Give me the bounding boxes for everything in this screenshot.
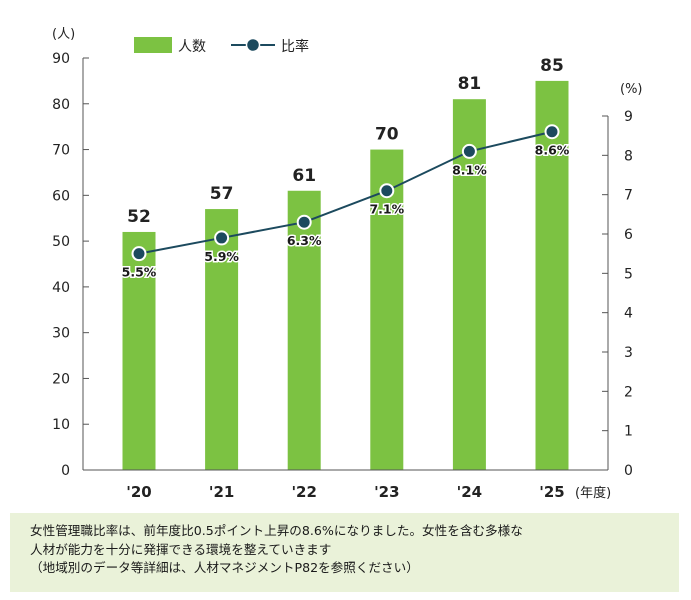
legend: 人数 比率	[134, 37, 309, 55]
left-tick-label: 40	[52, 280, 70, 296]
x-tick-label: '21	[209, 483, 234, 501]
ratio-point	[214, 230, 230, 246]
bar-value-label: 70	[375, 125, 399, 145]
left-y-axis: 0 10 20 30 40 50 60 70 80 90 (人)	[52, 27, 89, 479]
bar-value-label: 81	[458, 74, 482, 94]
left-tick-label: 10	[52, 417, 70, 433]
right-tick-label: 9	[624, 109, 633, 125]
right-tick-label: 7	[624, 188, 633, 204]
right-tick-label: 0	[624, 463, 633, 479]
legend-line-label: 比率	[281, 38, 309, 55]
left-tick-label: 60	[52, 188, 70, 204]
left-tick-label: 70	[52, 143, 70, 159]
left-tick-label: 50	[52, 234, 70, 250]
bar-value-label: 85	[540, 56, 564, 76]
left-axis-unit: (人)	[52, 27, 75, 42]
note-line-1: 女性管理職比率は、前年度比0.5ポイント上昇の8.6%になりました。女性を含む多…	[30, 523, 523, 538]
ratio-value-label: 5.9%	[204, 249, 239, 264]
bar-series: 52 57 61 70 81 85	[122, 56, 569, 471]
legend-bar-label: 人数	[178, 39, 206, 55]
right-tick-label: 2	[624, 384, 633, 400]
ratio-value-label: 6.3%	[287, 233, 322, 248]
bar-value-label: 57	[210, 184, 234, 204]
right-y-axis: 0 1 2 3 4 5 6 7 8 9 (%)	[602, 82, 643, 479]
ratio-point	[379, 183, 395, 199]
right-tick-label: 5	[624, 266, 633, 282]
left-tick-label: 20	[52, 371, 70, 387]
summary-note: 女性管理職比率は、前年度比0.5ポイント上昇の8.6%になりました。女性を含む多…	[10, 513, 679, 592]
bar	[205, 209, 239, 471]
ratio-point	[461, 143, 477, 159]
ratio-point	[544, 124, 560, 140]
left-tick-label: 80	[52, 97, 70, 113]
right-tick-label: 1	[624, 424, 633, 440]
x-tick-label: '24	[457, 483, 482, 501]
left-tick-label: 0	[61, 463, 70, 479]
left-tick-label: 90	[52, 51, 70, 67]
left-tick-label: 30	[52, 326, 70, 342]
x-tick-label: '22	[291, 483, 316, 501]
ratio-point	[131, 246, 147, 262]
note-line-3: （地域別のデータ等詳細は、人材マネジメントP82を参照ください）	[30, 560, 419, 576]
bar	[535, 80, 569, 470]
bar	[370, 149, 404, 471]
right-tick-label: 6	[624, 227, 633, 243]
bar	[452, 99, 486, 470]
x-axis: '20 '21 '22 '23 '24 '25 (年度)	[83, 469, 611, 501]
ratio-value-label: 8.6%	[535, 143, 570, 158]
legend-bar-swatch	[134, 37, 172, 53]
right-tick-label: 4	[624, 306, 633, 322]
ratio-value-label: 8.1%	[452, 162, 487, 177]
x-tick-label: '25	[539, 483, 564, 501]
ratio-line	[138, 130, 553, 255]
x-tick-label: '23	[374, 483, 399, 501]
bar	[122, 231, 156, 470]
bar-value-label: 52	[127, 207, 151, 227]
legend-line-marker	[245, 37, 261, 53]
note-line-2: 人材が能力を十分に発揮できる環境を整えていきます	[30, 541, 332, 557]
bar	[287, 190, 321, 470]
right-tick-label: 8	[624, 148, 633, 164]
x-axis-unit: (年度)	[575, 485, 611, 501]
ratio-point	[296, 214, 312, 230]
right-tick-label: 3	[624, 345, 633, 361]
x-tick-label: '20	[126, 483, 151, 501]
ratio-value-label: 7.1%	[369, 202, 404, 217]
right-axis-unit: (%)	[620, 82, 643, 97]
line-series: 5.5% 5.9% 6.3% 7.1% 8.1% 8.6%	[120, 124, 571, 281]
bar-value-label: 61	[292, 166, 316, 186]
ratio-value-label: 5.5%	[122, 265, 157, 280]
